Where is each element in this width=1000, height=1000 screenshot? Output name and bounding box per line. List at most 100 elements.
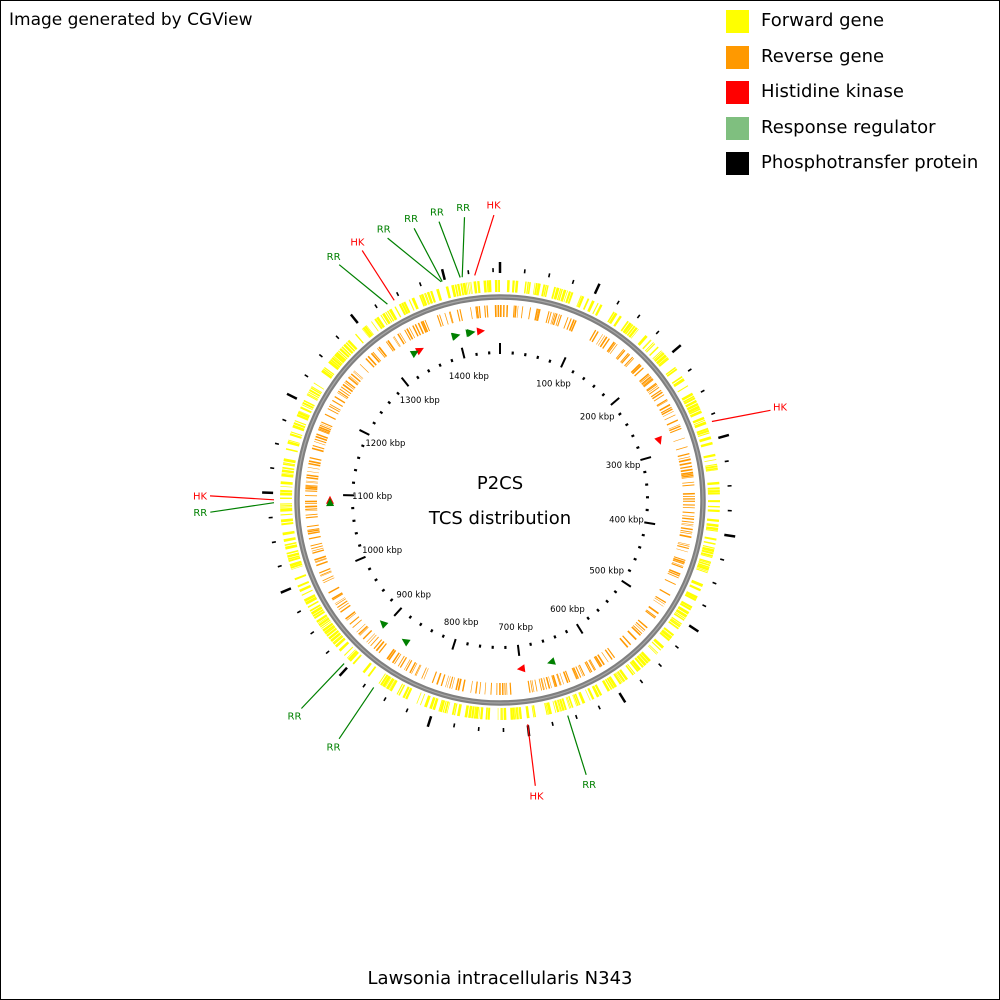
- minor-inner-tick: [438, 363, 442, 368]
- forward-gene-block: [613, 315, 622, 327]
- tick-label: 900 kbp: [396, 591, 431, 601]
- hk-leader-line: [527, 724, 536, 786]
- forward-gene-block: [608, 676, 618, 688]
- major-outer-tick: [280, 587, 292, 594]
- forward-gene-block: [567, 291, 574, 304]
- tick-label: 800 kbp: [444, 618, 479, 628]
- minor-inner-tick: [529, 642, 533, 646]
- forward-gene-block: [625, 664, 634, 676]
- reverse-gene-block: [387, 339, 396, 351]
- forward-gene-block: [328, 360, 340, 371]
- tick-label: 600 kbp: [550, 605, 585, 615]
- forward-gene-block: [618, 669, 629, 681]
- forward-gene-block: [659, 631, 671, 642]
- forward-gene-block: [654, 352, 665, 362]
- forward-gene-block: [296, 413, 309, 421]
- reverse-gene-block: [604, 649, 613, 660]
- hk-label: HK: [350, 237, 365, 248]
- forward-gene-block: [451, 284, 457, 298]
- forward-gene-block: [669, 619, 681, 628]
- minor-inner-tick: [466, 642, 469, 646]
- forward-gene-block: [285, 544, 298, 550]
- tcs-feature-callouts: HK RR RR RR RR HK RR HK RR HK RR RR HK RR: [193, 201, 788, 803]
- reverse-gene-block: [646, 609, 657, 618]
- forward-gene-block: [398, 303, 407, 316]
- legend-label: Histidine kinase: [761, 81, 904, 102]
- reverse-gene-block: [620, 352, 629, 363]
- minor-inner-tick: [627, 568, 632, 573]
- reverse-gene-block: [646, 382, 657, 391]
- forward-gene-block: [382, 675, 391, 688]
- rr-leader-line: [438, 221, 461, 278]
- reverse-gene-block: [436, 672, 442, 685]
- reverse-gene-block: [631, 626, 642, 636]
- forward-gene-block: [333, 635, 344, 645]
- forward-gene-block: [401, 302, 409, 315]
- legend-label: Phosphotransfer protein: [761, 152, 979, 173]
- minor-inner-tick: [624, 422, 629, 427]
- forward-gene-block: [689, 410, 703, 418]
- forward-gene-block: [638, 653, 649, 664]
- minor-outer-tick: [616, 300, 620, 305]
- forward-gene-block: [686, 402, 699, 411]
- hk-label: HK: [487, 201, 502, 212]
- forward-gene-block: [697, 429, 710, 436]
- minor-inner-tick: [441, 634, 445, 638]
- forward-gene-block: [402, 686, 410, 699]
- minor-outer-tick: [636, 314, 641, 319]
- rr-leader-line: [413, 228, 443, 282]
- histidine-kinase-arrow: [476, 327, 485, 336]
- forward-gene-block: [328, 630, 340, 640]
- forward-gene-block: [385, 311, 393, 323]
- reverse-gene-block: [608, 342, 616, 353]
- minor-inner-tick: [523, 353, 527, 357]
- response-regulator-arrow: [450, 333, 460, 341]
- forward-gene-block: [334, 353, 345, 364]
- forward-gene-block: [326, 627, 338, 637]
- forward-gene-block: [362, 326, 372, 338]
- minor-outer-tick: [277, 564, 282, 568]
- major-outer-tick: [618, 692, 627, 704]
- forward-gene-block: [582, 298, 590, 310]
- forward-gene-block: [318, 617, 330, 627]
- forward-gene-block: [334, 637, 346, 648]
- minor-inner-tick: [381, 588, 386, 593]
- minor-outer-tick: [270, 467, 275, 470]
- tcs-feature-arrows: [326, 327, 662, 673]
- forward-gene-block: [294, 574, 307, 581]
- forward-gene-block: [617, 670, 626, 682]
- reverse-gene-block: [666, 419, 679, 426]
- forward-gene-block: [673, 613, 685, 621]
- reverse-gene-block: [615, 348, 625, 359]
- forward-gene-block: [574, 693, 581, 706]
- minor-inner-tick: [618, 412, 622, 416]
- major-inner-tick: [393, 607, 403, 617]
- forward-gene-block: [636, 655, 647, 667]
- major-inner-tick: [516, 644, 521, 656]
- tick-label: 200 kbp: [580, 413, 615, 423]
- forward-gene-block: [330, 632, 342, 643]
- reverse-gene-block: [324, 413, 336, 420]
- reverse-gene-block: [635, 621, 646, 631]
- minor-inner-tick: [396, 391, 400, 396]
- forward-gene-block: [699, 436, 712, 443]
- forward-gene-block: [591, 685, 600, 698]
- reverse-gene-block: [607, 647, 616, 659]
- rr-label: RR: [430, 207, 444, 218]
- response-regulator-arrow: [401, 638, 411, 647]
- reverse-gene-block: [606, 341, 615, 353]
- rr-label: RR: [193, 508, 207, 519]
- forward-gene-block: [364, 325, 374, 337]
- legend-label: Reverse gene: [761, 45, 885, 67]
- forward-gene-block: [308, 391, 320, 399]
- forward-gene-block: [346, 649, 356, 659]
- reverse-gene-block: [655, 595, 667, 604]
- forward-gene-block: [684, 593, 697, 602]
- reverse-gene-block: [378, 346, 388, 357]
- forward-gene-block: [653, 638, 665, 649]
- response-regulator-arrow: [465, 329, 474, 338]
- forward-gene-block: [456, 703, 462, 717]
- forward-gene-block: [347, 339, 358, 351]
- forward-gene-block: [658, 357, 669, 366]
